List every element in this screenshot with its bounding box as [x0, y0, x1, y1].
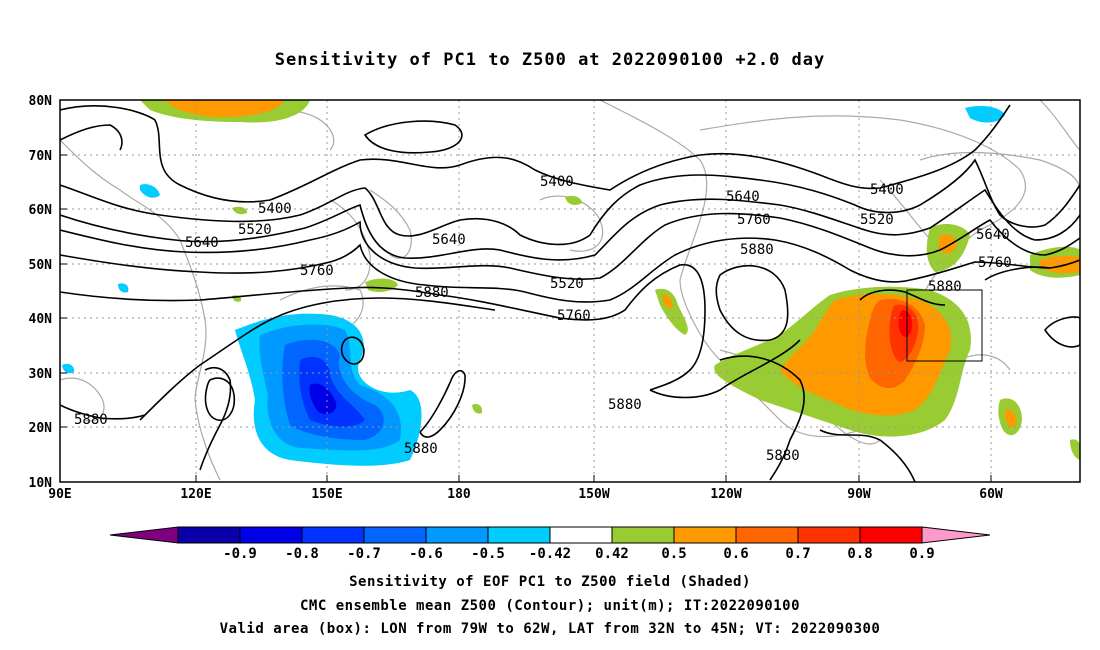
lon-label: 60W — [979, 487, 1003, 502]
colorbar-arrow-high — [921, 526, 991, 544]
footer-valid-area-caption: Valid area (box): LON from 79W to 62W, L… — [219, 621, 881, 637]
lat-label: 60N — [29, 203, 53, 218]
contour-label: 5880 — [766, 448, 800, 464]
colorbar-swatch — [301, 526, 365, 544]
footer-contour-caption: CMC ensemble mean Z500 (Contour); unit(m… — [299, 598, 800, 614]
contour-label: 5760 — [978, 255, 1012, 271]
contour-label: 5880 — [608, 397, 642, 413]
valid-area-box — [906, 289, 983, 362]
lon-label: 150W — [578, 487, 609, 502]
lon-label: 150E — [311, 487, 342, 502]
longitude-labels: 90E 120E 150E 180 150W 120W 90W 60W — [48, 487, 1003, 502]
colorbar-tick-label: -0.8 — [285, 546, 319, 562]
contour-label: 5520 — [860, 212, 894, 228]
colorbar-tick-label: 0.7 — [785, 546, 810, 562]
lat-label: 70N — [29, 149, 53, 164]
colorbar-swatch — [797, 526, 861, 544]
lat-label: 30N — [29, 367, 53, 382]
lat-label: 80N — [29, 94, 53, 109]
contour-label: 5760 — [300, 263, 334, 279]
colorbar-swatch — [735, 526, 799, 544]
colorbar-tick-label: -0.6 — [409, 546, 443, 562]
colorbar-tick-label: 0.8 — [847, 546, 872, 562]
colorbar-tick-label: -0.42 — [529, 546, 571, 562]
contour-label: 5640 — [976, 227, 1010, 243]
contour-label: 5640 — [185, 235, 219, 251]
latitude-labels: 80N 70N 60N 50N 40N 30N 20N 10N — [29, 94, 53, 491]
lon-label: 120W — [710, 487, 741, 502]
colorbar-swatch — [859, 526, 923, 544]
contour-label: 5400 — [870, 182, 904, 198]
colorbar-tick-label: -0.7 — [347, 546, 381, 562]
lon-label: 120E — [180, 487, 211, 502]
lon-label: 90W — [847, 487, 871, 502]
colorbar-swatch — [239, 526, 303, 544]
contour-label: 5880 — [74, 412, 108, 428]
contour-label: 5400 — [258, 201, 292, 217]
colorbar-swatch — [363, 526, 427, 544]
contour-labels: 5400 5400 5400 5520 5520 5520 5640 5640 … — [74, 174, 1012, 464]
contour-label: 5880 — [415, 285, 449, 301]
lat-label: 50N — [29, 258, 53, 273]
colorbar-tick-label: -0.9 — [223, 546, 257, 562]
contour-label: 5400 — [540, 174, 574, 190]
colorbar-swatch — [177, 526, 241, 544]
colorbar-tick-label: 0.42 — [595, 546, 629, 562]
contour-label: 5880 — [740, 242, 774, 258]
contour-label: 5760 — [737, 212, 771, 228]
contour-label: 5520 — [550, 276, 584, 292]
graticule — [60, 100, 1080, 482]
colorbar-labels: -0.9 -0.8 -0.7 -0.6 -0.5 -0.42 0.42 0.5 0.6 0.7 0.… — [223, 546, 935, 562]
colorbar-swatch — [549, 526, 613, 544]
colorbar — [109, 526, 991, 544]
lon-label: 180 — [447, 487, 471, 502]
lat-label: 20N — [29, 421, 53, 436]
colorbar-swatch — [425, 526, 489, 544]
colorbar-swatch — [611, 526, 675, 544]
lat-label: 10N — [29, 476, 53, 491]
colorbar-tick-label: 0.6 — [723, 546, 748, 562]
axis-ticks — [60, 99, 992, 483]
contour-label: 5880 — [928, 279, 962, 295]
map-title: Sensitivity of PC1 to Z500 at 2022090100… — [274, 50, 826, 70]
lat-label: 40N — [29, 312, 53, 327]
contour-label: 5760 — [557, 308, 591, 324]
colorbar-tick-label: 0.5 — [661, 546, 686, 562]
colorbar-swatch — [673, 526, 737, 544]
lon-label: 90E — [48, 487, 71, 502]
contour-label: 5520 — [238, 222, 272, 238]
map-frame — [59, 99, 1081, 483]
colorbar-tick-label: -0.5 — [471, 546, 505, 562]
negative-sensitivity-shading — [62, 106, 1005, 466]
contour-label: 5880 — [404, 441, 438, 457]
colorbar-swatch — [487, 526, 551, 544]
contour-label: 5640 — [432, 232, 466, 248]
colorbar-arrow-low — [109, 526, 179, 544]
z500-contours — [60, 104, 1080, 482]
footer-shaded-caption: Sensitivity of EOF PC1 to Z500 field (Sh… — [349, 574, 751, 590]
colorbar-tick-label: 0.9 — [909, 546, 934, 562]
contour-label: 5640 — [726, 189, 760, 205]
